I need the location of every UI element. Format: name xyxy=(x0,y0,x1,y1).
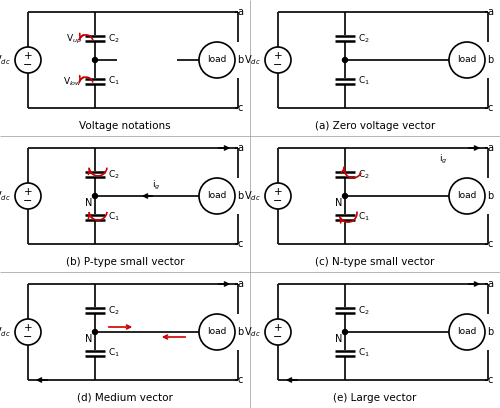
Text: V$_{dc}$: V$_{dc}$ xyxy=(0,53,11,67)
Text: i$_g$: i$_g$ xyxy=(439,153,448,166)
Text: i$_g$: i$_g$ xyxy=(152,179,160,192)
Text: load: load xyxy=(208,55,227,64)
Text: b: b xyxy=(487,191,493,201)
Text: C$_1$: C$_1$ xyxy=(358,347,370,359)
Text: (e) Large vector: (e) Large vector xyxy=(334,393,416,403)
Text: C$_1$: C$_1$ xyxy=(358,211,370,223)
Text: (a) Zero voltage vector: (a) Zero voltage vector xyxy=(315,121,435,131)
Text: N: N xyxy=(334,198,342,208)
Text: N: N xyxy=(84,334,92,344)
Text: a: a xyxy=(487,143,493,153)
Text: +: + xyxy=(24,324,32,333)
Text: a: a xyxy=(487,7,493,17)
Text: c: c xyxy=(487,103,492,113)
Text: +: + xyxy=(274,187,282,197)
Text: V$_{dc}$: V$_{dc}$ xyxy=(0,325,11,339)
Circle shape xyxy=(342,330,347,335)
Text: −: − xyxy=(24,196,32,206)
Circle shape xyxy=(92,193,98,199)
Text: −: − xyxy=(274,332,282,342)
Text: c: c xyxy=(237,239,242,249)
Text: C$_1$: C$_1$ xyxy=(108,75,120,87)
Text: +: + xyxy=(24,187,32,197)
Text: N: N xyxy=(84,198,92,208)
Text: C$_1$: C$_1$ xyxy=(108,211,120,223)
Text: +: + xyxy=(274,51,282,61)
Text: V$_{dc}$: V$_{dc}$ xyxy=(244,325,261,339)
Text: C$_2$: C$_2$ xyxy=(358,169,370,181)
Text: b: b xyxy=(237,55,243,65)
Text: V$_{low}$: V$_{low}$ xyxy=(63,76,82,89)
Text: C$_2$: C$_2$ xyxy=(108,305,120,317)
Text: V$_{dc}$: V$_{dc}$ xyxy=(244,53,261,67)
Text: c: c xyxy=(237,103,242,113)
Text: load: load xyxy=(458,328,476,337)
Text: b: b xyxy=(237,191,243,201)
Text: −: − xyxy=(274,196,282,206)
Text: C$_2$: C$_2$ xyxy=(108,33,120,45)
Circle shape xyxy=(342,58,347,62)
Text: a: a xyxy=(237,7,243,17)
Circle shape xyxy=(92,330,98,335)
Text: −: − xyxy=(24,60,32,70)
Text: a: a xyxy=(487,279,493,289)
Text: (c) N-type small vector: (c) N-type small vector xyxy=(316,257,434,267)
Text: b: b xyxy=(237,327,243,337)
Text: −: − xyxy=(24,332,32,342)
Text: +: + xyxy=(274,324,282,333)
Text: C$_2$: C$_2$ xyxy=(108,169,120,181)
Text: C$_1$: C$_1$ xyxy=(358,75,370,87)
Text: b: b xyxy=(487,327,493,337)
Text: V$_{dc}$: V$_{dc}$ xyxy=(0,189,11,203)
Text: c: c xyxy=(237,375,242,385)
Text: C$_2$: C$_2$ xyxy=(358,33,370,45)
Text: (d) Medium vector: (d) Medium vector xyxy=(77,393,173,403)
Text: a: a xyxy=(237,279,243,289)
Text: −: − xyxy=(274,60,282,70)
Text: Voltage notations: Voltage notations xyxy=(79,121,171,131)
Text: b: b xyxy=(487,55,493,65)
Circle shape xyxy=(92,58,98,62)
Text: C$_1$: C$_1$ xyxy=(108,347,120,359)
Text: N: N xyxy=(334,334,342,344)
Text: c: c xyxy=(487,375,492,385)
Text: load: load xyxy=(208,191,227,200)
Text: load: load xyxy=(458,191,476,200)
Circle shape xyxy=(342,193,347,199)
Text: V$_{up}$: V$_{up}$ xyxy=(66,33,82,47)
Text: load: load xyxy=(458,55,476,64)
Text: +: + xyxy=(24,51,32,61)
Text: c: c xyxy=(487,239,492,249)
Text: a: a xyxy=(237,143,243,153)
Text: C$_2$: C$_2$ xyxy=(358,305,370,317)
Text: (b) P-type small vector: (b) P-type small vector xyxy=(66,257,184,267)
Text: load: load xyxy=(208,328,227,337)
Text: V$_{dc}$: V$_{dc}$ xyxy=(244,189,261,203)
